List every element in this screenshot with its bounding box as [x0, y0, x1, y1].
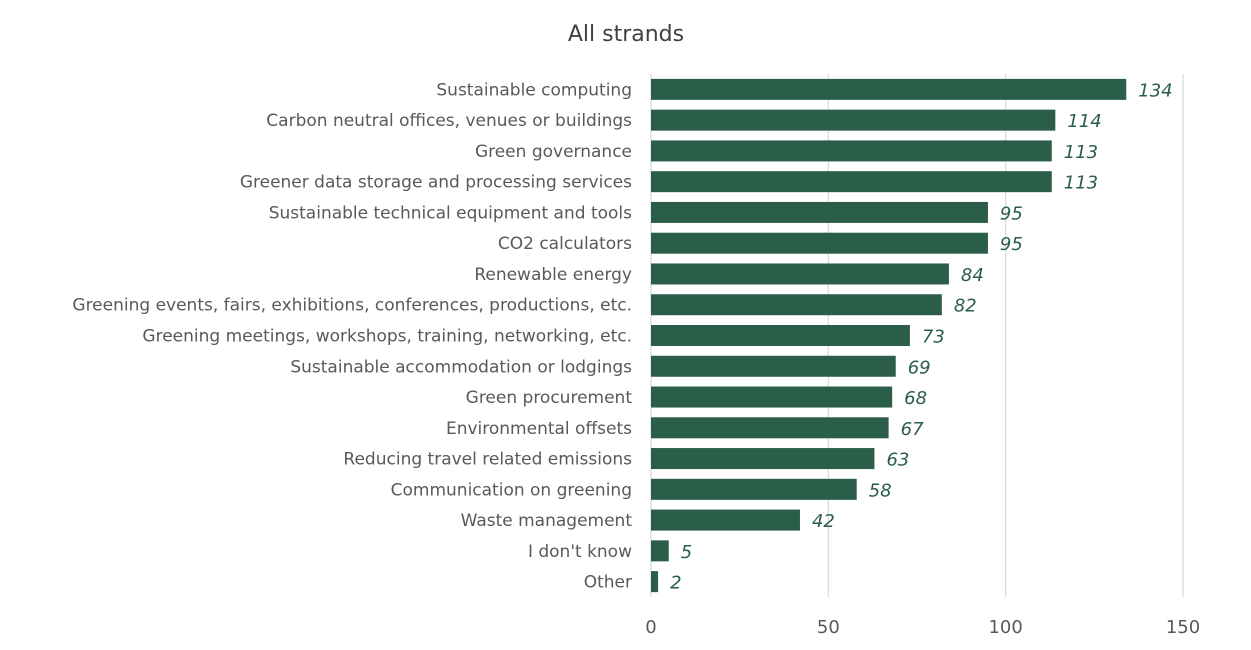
category-label: Renewable energy	[474, 265, 632, 285]
category-label: Communication on greening	[391, 480, 632, 500]
bar	[651, 571, 659, 593]
data-label: 134	[1138, 80, 1172, 101]
category-label: Green procurement	[466, 388, 633, 408]
bar	[651, 78, 1127, 100]
category-labels: Sustainable computing Carbon neutral offi…	[72, 80, 632, 592]
data-label: 67	[901, 419, 924, 440]
category-label: Green governance	[475, 142, 632, 162]
data-label: 5	[681, 542, 692, 563]
bar	[651, 171, 1052, 193]
category-label: Environmental offsets	[446, 419, 632, 439]
category-label: Waste management	[461, 511, 633, 531]
bar	[651, 540, 669, 562]
bar	[651, 109, 1056, 131]
data-label: 95	[1000, 203, 1023, 224]
bar	[651, 232, 988, 254]
data-label: 95	[1000, 234, 1023, 255]
x-tick-label: 100	[988, 617, 1022, 638]
data-label: 2	[670, 573, 681, 594]
category-label: Greening meetings, workshops, training, …	[142, 327, 632, 347]
category-label: Greener data storage and processing serv…	[240, 173, 632, 193]
data-label: 63	[886, 450, 909, 471]
bar	[651, 201, 988, 223]
x-tick-label: 0	[645, 617, 656, 638]
category-label: Sustainable computing	[436, 80, 632, 100]
data-label: 84	[961, 265, 984, 286]
category-label: CO2 calculators	[498, 234, 632, 254]
category-label: Greening events, fairs, exhibitions, con…	[72, 296, 632, 316]
data-label: 113	[1064, 142, 1098, 163]
bar	[651, 140, 1052, 162]
bar	[651, 355, 896, 377]
data-label: 73	[922, 327, 945, 348]
data-label: 42	[812, 511, 835, 532]
x-tick-label: 50	[817, 617, 840, 638]
bar	[651, 325, 910, 346]
x-axis-tick-labels: 0 50 100 150	[645, 617, 1200, 638]
data-label: 113	[1064, 173, 1098, 194]
bar	[651, 448, 875, 470]
bar	[651, 386, 893, 408]
data-label: 58	[869, 480, 892, 501]
category-label: Carbon neutral offices, venues or buildi…	[266, 111, 632, 131]
bar	[651, 263, 949, 285]
data-label: 82	[954, 296, 977, 317]
bar	[651, 509, 800, 531]
bar	[651, 478, 857, 500]
data-label: 69	[908, 357, 931, 378]
bars	[651, 78, 1127, 593]
data-label: 68	[904, 388, 927, 409]
chart-title: All strands	[568, 22, 684, 47]
bar	[651, 294, 942, 316]
category-label: Other	[584, 573, 632, 593]
category-label: Sustainable technical equipment and tool…	[269, 203, 632, 223]
value-labels: 134 114 113 113 95 95 84 82 73 69 68 67 63 58 42 52	[670, 80, 1173, 593]
category-label: Reducing travel related emissions	[343, 450, 632, 470]
category-label: Sustainable accommodation or lodgings	[290, 357, 632, 377]
x-tick-label: 150	[1166, 617, 1200, 638]
category-label: I don't know	[528, 542, 632, 562]
data-label: 114	[1067, 111, 1101, 132]
bar	[651, 417, 889, 439]
